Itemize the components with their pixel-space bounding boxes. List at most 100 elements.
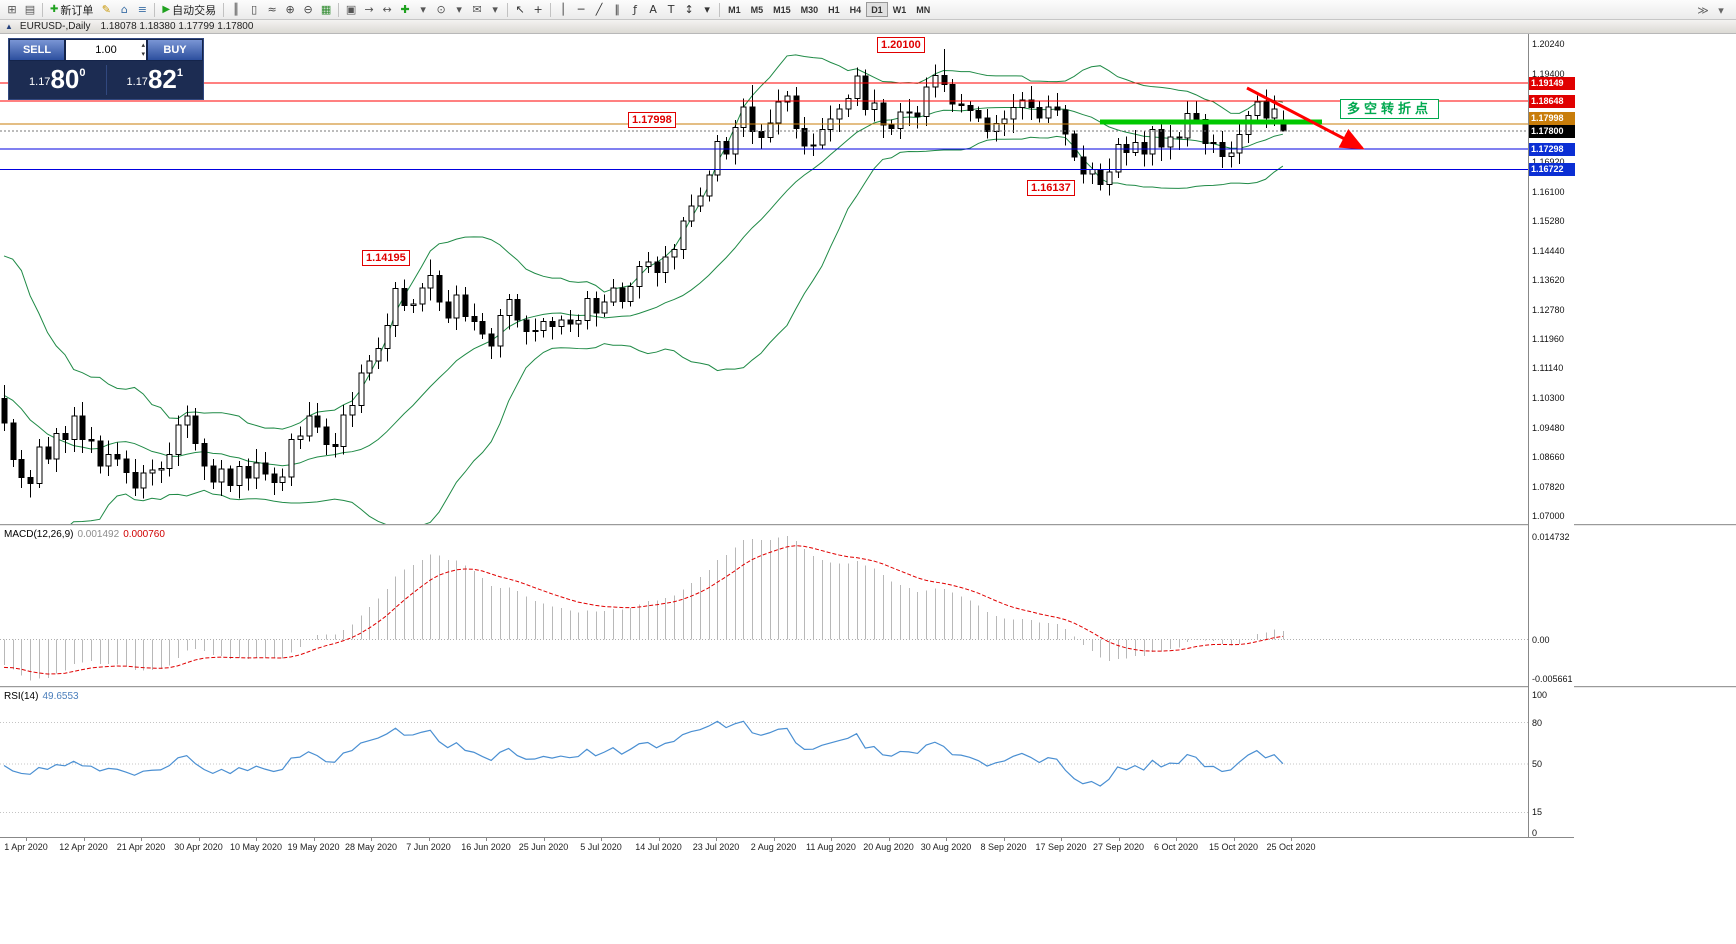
profiles-icon[interactable]: ▤ <box>21 2 39 18</box>
volume-input[interactable]: 1.00 ▴ ▾ <box>65 39 147 61</box>
date-tick <box>26 838 27 841</box>
buy-button[interactable]: BUY <box>147 39 203 61</box>
grid-icon[interactable]: ▦ <box>317 2 335 18</box>
price-callout-1.20100[interactable]: 1.20100 <box>877 37 925 53</box>
toolbar-separator <box>154 2 156 17</box>
timeframe-button-w1[interactable]: W1 <box>888 2 912 17</box>
vertical-line-icon[interactable]: │ <box>554 2 572 18</box>
toolbar-customize-icon[interactable]: ▾ <box>1712 2 1730 18</box>
toolbar-separator <box>42 2 43 17</box>
text-icon[interactable]: A <box>644 2 662 18</box>
price-axis-label: 1.08660 <box>1532 451 1565 462</box>
autotrading-button[interactable]: ▶ 自动交易 <box>158 2 220 18</box>
turning-point-label[interactable]: 多空转折点 <box>1340 99 1440 119</box>
cursor-icon[interactable]: ↖ <box>511 2 529 18</box>
timeframe-button-m15[interactable]: M15 <box>768 2 796 17</box>
price-callout-1.14195[interactable]: 1.14195 <box>362 250 410 266</box>
indicators-dropdown-icon[interactable]: ▾ <box>414 2 432 18</box>
horizontal-line-icon[interactable]: ─ <box>572 2 590 18</box>
volume-down-icon[interactable]: ▾ <box>141 51 145 58</box>
price-axis[interactable]: 1.202401.194001.185601.177401.169201.161… <box>1528 34 1575 838</box>
date-label: 15 Oct 2020 <box>1208 842 1259 852</box>
date-label: 2 Aug 2020 <box>750 842 797 852</box>
timeframe-button-h1[interactable]: H1 <box>823 2 845 17</box>
zoom-in-icon[interactable]: ⊕ <box>281 2 299 18</box>
sell-button[interactable]: SELL <box>9 39 65 61</box>
periods-dropdown-icon[interactable]: ▾ <box>450 2 468 18</box>
timeframe-button-d1[interactable]: D1 <box>866 2 888 17</box>
channel-icon[interactable]: ∥ <box>608 2 626 18</box>
new-chart-icon[interactable]: ⊞ <box>3 2 21 18</box>
auto-scroll-icon[interactable]: → <box>360 2 378 18</box>
collapse-one-click-icon[interactable]: ▲ <box>5 22 13 31</box>
rsi-axis-label: 0 <box>1532 828 1538 838</box>
time-axis[interactable]: 1 Apr 2020 12 Apr 2020 21 Apr 2020 30 Apr 2… <box>0 837 1574 853</box>
timeframe-button-m5[interactable]: M5 <box>746 2 769 17</box>
new-order-button[interactable]: ✚ 新订单 <box>46 2 97 18</box>
sell-price-sup: 0 <box>79 67 86 79</box>
macd-canvas[interactable] <box>0 527 1528 686</box>
tile-windows-icon[interactable]: ▣ <box>342 2 360 18</box>
volume-up-icon[interactable]: ▴ <box>141 42 145 49</box>
date-tick <box>601 838 602 841</box>
toolbar-more-icon[interactable]: ≫ <box>1694 2 1712 18</box>
new-order-button-label: 新订单 <box>60 4 94 17</box>
bar-chart-icon[interactable]: ║ <box>227 2 245 18</box>
timeframe-button-m30[interactable]: M30 <box>796 2 824 17</box>
chart-window-titlebar[interactable]: ▲ EURUSD-,Daily 1.18078 1.18380 1.17799 1.… <box>0 20 1736 34</box>
main-chart-canvas[interactable] <box>0 34 1528 524</box>
date-label: 20 Aug 2020 <box>863 842 914 852</box>
price-axis-label: 1.16100 <box>1532 186 1565 197</box>
macd-label: MACD(12,26,9) 0.001492 0.000760 <box>4 529 165 540</box>
rsi-axis-label: 15 <box>1532 807 1543 818</box>
trendline-icon[interactable]: ╱ <box>590 2 608 18</box>
timeframe-button-mn[interactable]: MN <box>911 2 935 17</box>
autotrading-icon: ▶ <box>162 4 171 15</box>
price-axis-label: 1.09480 <box>1532 422 1565 433</box>
zoom-out-icon[interactable]: ⊖ <box>299 2 317 18</box>
one-click-trading-panel[interactable]: SELL 1.00 ▴ ▾ BUY 1.17 80 0 1.17 82 1 <box>8 38 204 100</box>
price-tag-1.17800: 1.17800 <box>1529 124 1575 138</box>
rsi-panel[interactable]: RSI(14) 49.6553 <box>0 689 1528 837</box>
fibonacci-icon[interactable]: ƒ <box>626 2 644 18</box>
down-arrow-object[interactable] <box>1246 86 1365 150</box>
metaeditor-icon[interactable]: ✎ <box>97 2 115 18</box>
volume-spinner: ▴ ▾ <box>141 41 145 59</box>
templates-icon[interactable]: ✉ <box>468 2 486 18</box>
chart-shift-icon[interactable]: ↔ <box>378 2 396 18</box>
price-callout-1.16137[interactable]: 1.16137 <box>1027 180 1075 196</box>
line-chart-icon[interactable]: ≈ <box>263 2 281 18</box>
templates-dropdown-icon[interactable]: ▾ <box>486 2 504 18</box>
candlestick-icon[interactable]: ▯ <box>245 2 263 18</box>
price-axis-label: 1.14440 <box>1532 245 1565 256</box>
sell-price-big: 80 <box>50 64 80 94</box>
macd-name: MACD(12,26,9) <box>4 529 74 540</box>
price-tag-1.16722: 1.16722 <box>1529 163 1575 177</box>
date-label: 8 Sep 2020 <box>980 842 1027 852</box>
terminal-icon[interactable]: ⌂ <box>115 2 133 18</box>
bollinger-upper-band <box>3 54 1284 430</box>
rsi-label: RSI(14) 49.6553 <box>4 691 79 702</box>
rsi-name: RSI(14) <box>4 691 39 702</box>
market-watch-icon[interactable]: ≡ <box>133 2 151 18</box>
arrows-icon[interactable]: ↕ <box>680 2 698 18</box>
price-axis-label: 1.20240 <box>1532 39 1565 49</box>
date-tick <box>1233 838 1235 841</box>
macd-signal-line <box>3 545 1283 675</box>
timeframe-button-m1[interactable]: M1 <box>723 2 746 17</box>
crosshair-icon[interactable]: + <box>529 2 547 18</box>
price-chart-panel[interactable]: SELL 1.00 ▴ ▾ BUY 1.17 80 0 1.17 82 1 <box>0 34 1528 524</box>
indicators-icon[interactable]: ✚ <box>396 2 414 18</box>
macd-panel[interactable]: MACD(12,26,9) 0.001492 0.000760 <box>0 527 1528 686</box>
label-icon[interactable]: T <box>662 2 680 18</box>
date-tick <box>658 838 660 841</box>
timeframe-button-h4[interactable]: H4 <box>845 2 867 17</box>
panel-separator[interactable] <box>0 686 1736 689</box>
rsi-canvas[interactable] <box>0 689 1528 837</box>
periods-icon[interactable]: ⊙ <box>432 2 450 18</box>
bollinger-middle-band <box>3 106 1284 467</box>
panel-separator[interactable] <box>0 524 1736 527</box>
chart-title-symbol: EURUSD-,Daily <box>19 21 91 32</box>
objects-dropdown-icon[interactable]: ▾ <box>698 2 716 18</box>
price-callout-1.17998[interactable]: 1.17998 <box>628 112 676 128</box>
